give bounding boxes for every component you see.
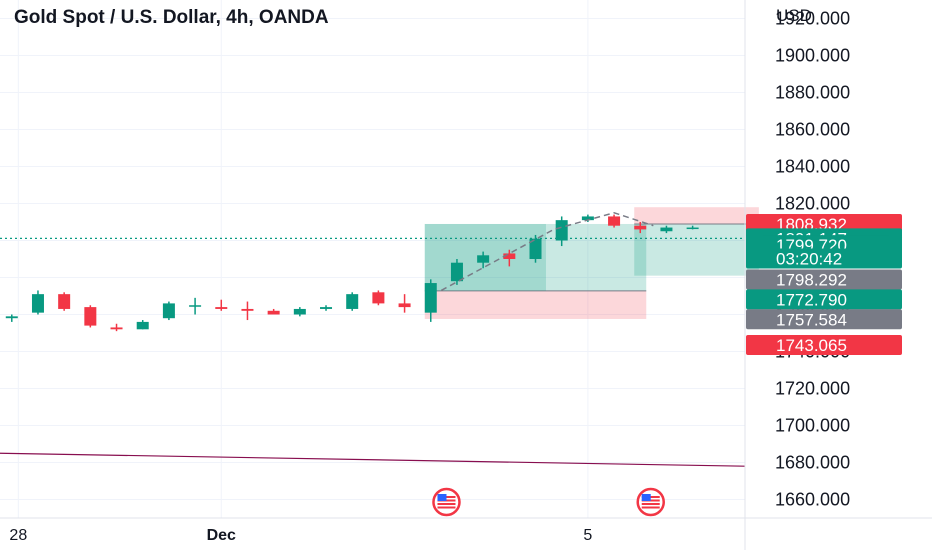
price-tag: 03:20:42 (746, 248, 902, 269)
currency-label: USD (776, 6, 812, 25)
chart-title: Gold Spot / U.S. Dollar, 4h, OANDA (14, 7, 329, 28)
candle-up (581, 216, 594, 221)
us-flag-economic-event-icon[interactable] (432, 487, 461, 517)
candle-up (529, 238, 542, 259)
us-flag-economic-event-icon[interactable] (636, 487, 665, 517)
price-tick-label: 1660.000 (775, 490, 850, 510)
price-tick-label: 1880.000 (775, 83, 850, 103)
projection-path (440, 211, 654, 292)
price-tick-label: 1700.000 (775, 416, 850, 436)
trendline[interactable] (0, 452, 746, 467)
price-tags: 1808.9321801.1471799.72003:20:421798.292… (746, 213, 902, 356)
short-position-stop-zone[interactable] (634, 207, 759, 224)
time-tick-label: 28 (9, 527, 27, 544)
candle-up (450, 262, 463, 282)
time-tick-label: 5 (583, 527, 592, 544)
price-tick-label: 1720.000 (775, 379, 850, 399)
short-position-profit-zone[interactable] (634, 223, 759, 276)
chart-grid (0, 0, 745, 518)
candle-up (346, 294, 359, 309)
price-tag-text: 1743.065 (776, 336, 847, 355)
flag-stripe (641, 503, 660, 505)
candle-down (608, 216, 621, 226)
candle-down (215, 307, 228, 309)
price-tag-text: 1798.292 (776, 271, 847, 290)
candle-down (634, 225, 647, 230)
candle-up (477, 255, 490, 263)
price-tick-label: 1860.000 (775, 120, 850, 140)
candle-down (58, 294, 71, 309)
candle-up (424, 283, 437, 313)
candle-down (267, 310, 280, 315)
price-tag-bg (746, 335, 902, 356)
candle-up (686, 227, 699, 230)
price-tag-text: 1757.584 (776, 310, 847, 329)
position-zones[interactable] (424, 207, 759, 319)
time-tick-label: Dec (207, 527, 236, 544)
price-tick-label: 1840.000 (775, 157, 850, 177)
price-tag: 1772.790 (746, 289, 902, 310)
price-tag: 1743.065 (746, 335, 902, 356)
candle-down (398, 303, 411, 308)
candle-up (293, 308, 306, 315)
flag-stripe (437, 506, 456, 509)
candle-up (5, 316, 18, 319)
candle-up (136, 321, 149, 330)
price-tick-label: 1900.000 (775, 46, 850, 66)
price-tag: 1757.584 (746, 309, 902, 330)
flag-stripe (641, 506, 660, 509)
price-tick-label: 1920.000 (775, 9, 850, 29)
candle-up (162, 303, 175, 319)
candle-up (555, 220, 568, 241)
candlestick-series (5, 214, 699, 332)
candle-up (660, 227, 673, 232)
candle-up (320, 307, 333, 309)
price-tag-bg (746, 289, 902, 310)
candle-down (110, 327, 123, 330)
price-tag: 1798.292 (746, 269, 902, 290)
price-tick-label: 1680.000 (775, 453, 850, 473)
candle-up (189, 305, 202, 307)
candle-down (241, 308, 254, 311)
price-tag-bg (746, 248, 902, 269)
economic-events-row[interactable] (432, 487, 665, 517)
flag-canton (437, 494, 447, 501)
candle-down (503, 253, 516, 259)
candle-down (84, 307, 97, 326)
candle-up (31, 294, 44, 313)
candle-down (372, 292, 385, 304)
drawing-overlay (0, 211, 745, 292)
flag-stripe (437, 503, 456, 505)
long-position-stop-zone[interactable] (424, 290, 647, 319)
price-tick-label: 1820.000 (775, 194, 850, 214)
price-tag-text: 03:20:42 (776, 249, 842, 268)
trendline-layer[interactable] (0, 452, 746, 467)
price-tag-bg (746, 269, 902, 290)
flag-canton (641, 494, 651, 501)
time-axis[interactable]: 28 Dec 5 (0, 517, 932, 544)
price-tag-bg (746, 309, 902, 330)
price-tag-text: 1772.790 (776, 290, 847, 309)
